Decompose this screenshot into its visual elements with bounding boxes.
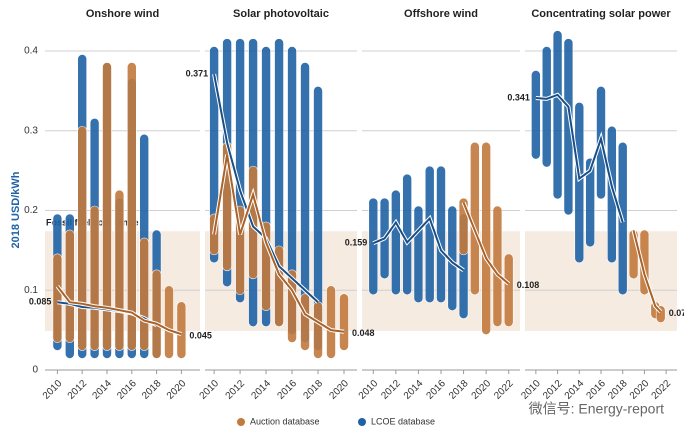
- y-tick-label: 0.4: [24, 46, 38, 57]
- x-tick-label: 2010: [357, 378, 381, 402]
- average-line-auction: [462, 202, 510, 285]
- y-tick-label: 0.2: [24, 205, 38, 216]
- y-tick-label: 0.1: [24, 285, 38, 296]
- panel-title: Offshore wind: [404, 8, 478, 20]
- x-tick-label: 2010: [198, 378, 222, 402]
- range-lcoe: [574, 102, 585, 264]
- range-auction: [164, 285, 174, 359]
- x-tick-label: 2012: [224, 378, 248, 402]
- x-tick-label: 2016: [424, 378, 448, 402]
- range-auction: [77, 125, 87, 351]
- range-auction: [492, 205, 503, 327]
- end-label: 0.073: [669, 308, 684, 318]
- average-line-lcoe: [535, 93, 624, 223]
- range-lcoe: [585, 157, 595, 248]
- range-auction: [313, 301, 323, 359]
- start-label: 0.371: [186, 69, 209, 79]
- x-tick-label: 2016: [276, 378, 300, 402]
- x-tick-label: 2016: [115, 378, 139, 402]
- panel-gap: [520, 0, 525, 372]
- x-tick-label: 2020: [628, 378, 652, 402]
- range-lcoe: [531, 70, 541, 160]
- start-label: 0.085: [29, 297, 52, 307]
- y-tick-label: 0: [32, 365, 38, 376]
- x-tick-label: 2012: [541, 378, 565, 402]
- range-auction: [127, 62, 137, 351]
- range-lcoe: [552, 30, 563, 200]
- legend-label: Auction database: [250, 416, 320, 426]
- x-tick-label: 2012: [379, 378, 403, 402]
- x-tick-label: 2022: [492, 378, 516, 402]
- x-tick-label: 2014: [563, 378, 587, 402]
- x-tick-label: 2018: [447, 378, 471, 402]
- x-tick-label: 2012: [66, 378, 90, 402]
- range-auction: [52, 253, 63, 343]
- range-auction: [89, 205, 100, 351]
- range-auction: [176, 301, 187, 359]
- range-lcoe: [424, 165, 435, 304]
- range-auction: [139, 237, 149, 351]
- range-auction: [151, 269, 162, 359]
- range-auction: [300, 293, 310, 351]
- end-label: 0.045: [189, 330, 212, 340]
- range-auction: [102, 62, 112, 351]
- legend-marker: [237, 418, 245, 426]
- range-lcoe: [413, 205, 424, 304]
- end-label: 0.108: [517, 280, 540, 290]
- y-axis-label: 2018 USD/kWh: [10, 171, 22, 248]
- x-tick-label: 2020: [165, 378, 189, 402]
- range-auction: [326, 285, 336, 359]
- range-lcoe: [436, 165, 446, 304]
- x-tick-label: 2010: [519, 378, 543, 402]
- x-tick-label: 2022: [650, 378, 674, 402]
- x-tick-label: 2018: [606, 378, 630, 402]
- range-lcoe: [391, 189, 401, 296]
- range-auction: [114, 189, 125, 351]
- y-tick-label: 0.3: [24, 125, 38, 136]
- x-tick-label: 2014: [250, 378, 274, 402]
- x-tick-label: 2018: [302, 378, 326, 402]
- start-label: 0.159: [345, 238, 368, 248]
- x-tick-label: 2010: [41, 378, 65, 402]
- x-tick-label: 2020: [470, 378, 494, 402]
- average-line-auction: [56, 285, 182, 336]
- range-lcoe: [541, 46, 552, 168]
- average-line-auction: [213, 154, 345, 333]
- panel-gap: [200, 0, 205, 372]
- start-label: 0.341: [507, 92, 530, 102]
- range-auction: [65, 229, 75, 343]
- legend-label: LCOE database: [371, 416, 435, 426]
- x-tick-label: 2014: [402, 378, 426, 402]
- x-tick-label: 2018: [140, 378, 164, 402]
- range-lcoe: [368, 197, 379, 296]
- panel-title: Solar photovoltaic: [233, 8, 329, 20]
- legend-marker: [358, 418, 366, 426]
- panel-title: Concentrating solar power: [531, 8, 671, 20]
- range-auction: [503, 253, 514, 327]
- x-tick-label: 2016: [584, 378, 608, 402]
- panel-gap: [357, 0, 362, 372]
- watermark: 微信号: Energy-report: [529, 401, 664, 417]
- average-line-lcoe: [372, 216, 465, 272]
- average-line-auction: [632, 230, 662, 313]
- x-tick-label: 2014: [90, 378, 114, 402]
- range-auction: [339, 293, 349, 351]
- end-label: 0.048: [352, 328, 375, 338]
- range-auction: [481, 141, 491, 335]
- x-tick-label: 2020: [327, 378, 351, 402]
- panel-title: Onshore wind: [86, 8, 159, 20]
